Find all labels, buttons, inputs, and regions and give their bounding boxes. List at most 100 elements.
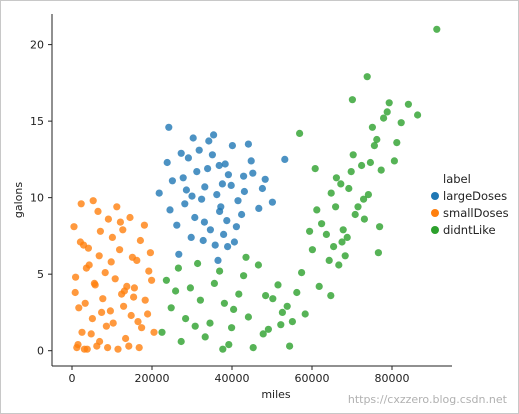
- x-tick-label: 20000: [135, 372, 170, 385]
- point-smallDoses: [106, 307, 114, 315]
- point-didntLike: [364, 191, 372, 199]
- point-didntLike: [339, 226, 347, 234]
- point-didntLike: [315, 282, 323, 290]
- point-didntLike: [262, 292, 270, 300]
- point-largeDoses: [255, 204, 263, 212]
- point-smallDoses: [82, 264, 90, 272]
- point-largeDoses: [199, 236, 207, 245]
- point-largeDoses: [227, 181, 235, 189]
- legend-marker-smallDoses: [431, 209, 439, 217]
- point-largeDoses: [184, 154, 192, 162]
- point-didntLike: [377, 166, 385, 174]
- point-didntLike: [216, 267, 224, 275]
- point-largeDoses: [189, 134, 197, 142]
- point-largeDoses: [230, 238, 238, 246]
- point-didntLike: [363, 73, 371, 81]
- y-tick-label: 10: [30, 192, 44, 205]
- point-largeDoses: [191, 213, 199, 222]
- point-didntLike: [368, 123, 376, 131]
- point-didntLike: [347, 168, 355, 176]
- point-didntLike: [380, 114, 388, 122]
- point-didntLike: [186, 284, 194, 292]
- point-largeDoses: [240, 172, 248, 180]
- point-didntLike: [335, 261, 343, 269]
- point-smallDoses: [114, 345, 122, 353]
- point-smallDoses: [72, 273, 80, 281]
- point-didntLike: [296, 129, 304, 137]
- point-smallDoses: [95, 252, 103, 260]
- point-didntLike: [191, 322, 199, 330]
- point-didntLike: [332, 203, 340, 211]
- point-didntLike: [274, 281, 282, 289]
- point-smallDoses: [70, 223, 78, 231]
- point-largeDoses: [216, 207, 224, 215]
- legend-label-didntLike: didntLike: [443, 223, 496, 237]
- point-didntLike: [327, 189, 335, 197]
- point-smallDoses: [133, 256, 141, 264]
- point-didntLike: [219, 345, 227, 353]
- point-didntLike: [343, 233, 351, 241]
- point-largeDoses: [201, 183, 209, 191]
- point-smallDoses: [119, 226, 127, 234]
- point-smallDoses: [141, 296, 149, 304]
- point-smallDoses: [99, 295, 107, 303]
- point-largeDoses: [200, 218, 208, 226]
- point-didntLike: [301, 310, 309, 318]
- point-didntLike: [306, 227, 314, 235]
- point-largeDoses: [193, 168, 201, 176]
- point-smallDoses: [75, 304, 83, 312]
- point-didntLike: [194, 259, 202, 268]
- point-didntLike: [249, 344, 257, 352]
- point-smallDoses: [145, 267, 153, 275]
- point-smallDoses: [98, 308, 106, 316]
- point-largeDoses: [234, 197, 242, 205]
- point-smallDoses: [102, 322, 110, 330]
- point-smallDoses: [108, 233, 116, 241]
- point-didntLike: [332, 174, 340, 182]
- point-didntLike: [242, 253, 250, 261]
- point-smallDoses: [78, 328, 86, 336]
- point-didntLike: [308, 246, 316, 254]
- point-largeDoses: [155, 189, 163, 197]
- point-smallDoses: [120, 302, 128, 310]
- point-largeDoses: [218, 180, 226, 188]
- chart-legend: label largeDoses smallDoses didntLike: [431, 172, 509, 237]
- point-smallDoses: [96, 227, 104, 235]
- point-largeDoses: [232, 223, 240, 231]
- point-smallDoses: [144, 310, 152, 318]
- point-largeDoses: [173, 221, 181, 229]
- point-smallDoses: [130, 293, 138, 301]
- point-largeDoses: [220, 230, 228, 238]
- point-largeDoses: [224, 243, 232, 251]
- legend-marker-didntLike: [431, 226, 439, 234]
- point-smallDoses: [111, 275, 119, 283]
- point-didntLike: [254, 261, 262, 269]
- point-largeDoses: [168, 177, 176, 185]
- point-didntLike: [358, 161, 366, 170]
- point-smallDoses: [96, 337, 104, 346]
- point-largeDoses: [268, 198, 276, 206]
- point-didntLike: [172, 287, 180, 295]
- point-smallDoses: [136, 236, 144, 245]
- point-largeDoses: [215, 161, 223, 170]
- point-didntLike: [414, 111, 422, 119]
- point-smallDoses: [104, 344, 112, 352]
- x-tick-label: 0: [69, 372, 76, 385]
- point-didntLike: [337, 180, 345, 188]
- point-largeDoses: [249, 169, 257, 177]
- point-didntLike: [393, 139, 401, 147]
- y-tick-label: 5: [37, 268, 44, 281]
- point-didntLike: [373, 135, 381, 144]
- y-axis-label: galons: [12, 182, 25, 218]
- point-largeDoses: [228, 142, 236, 150]
- point-largeDoses: [182, 186, 190, 194]
- point-largeDoses: [213, 191, 221, 199]
- point-didntLike: [385, 99, 393, 107]
- point-smallDoses: [134, 318, 142, 326]
- point-smallDoses: [80, 345, 88, 353]
- point-didntLike: [277, 321, 285, 329]
- point-didntLike: [370, 142, 378, 150]
- series-smallDoses: [70, 197, 158, 353]
- y-tick-label: 0: [37, 345, 44, 358]
